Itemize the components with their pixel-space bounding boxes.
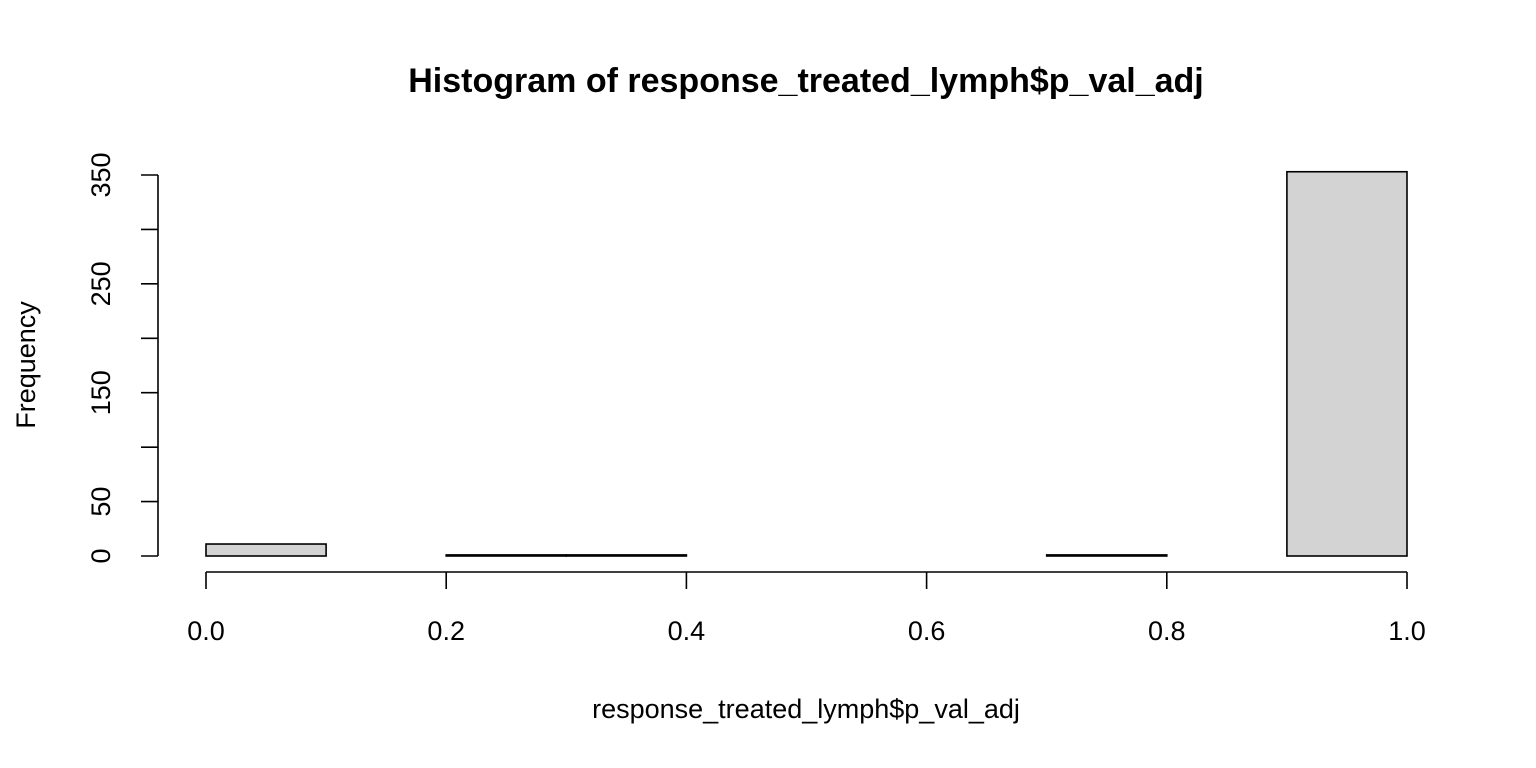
- y-tick-label: 0: [86, 548, 116, 563]
- x-tick-label: 0.2: [427, 616, 465, 646]
- x-tick-label: 1.0: [1388, 616, 1426, 646]
- x-tick-label: 0.4: [668, 616, 706, 646]
- histogram-bar-7: [1045, 554, 1168, 557]
- x-axis-label: response_treated_lymph$p_val_adj: [592, 694, 1020, 724]
- y-axis-label: Frequency: [11, 301, 41, 429]
- y-tick-label: 50: [86, 487, 116, 517]
- y-tick-label: 250: [86, 261, 116, 306]
- x-axis: 0.0 0.2 0.4 0.6 0.8 1.0: [187, 571, 1426, 646]
- x-tick-label: 0.0: [187, 616, 225, 646]
- chart-title: Histogram of response_treated_lymph$p_va…: [408, 62, 1204, 100]
- x-tick-label: 0.6: [908, 616, 946, 646]
- bars-layer: [205, 170, 1408, 557]
- histogram-bar-0: [205, 543, 327, 557]
- histogram-bar-9: [1286, 170, 1408, 557]
- histogram-bar-2: [445, 554, 568, 557]
- y-tick-label: 150: [86, 370, 116, 415]
- x-tick-label: 0.8: [1148, 616, 1186, 646]
- y-axis: 0 50 150 250 350: [86, 152, 159, 564]
- y-tick-label: 350: [86, 152, 116, 197]
- histogram-bar-3: [565, 554, 688, 557]
